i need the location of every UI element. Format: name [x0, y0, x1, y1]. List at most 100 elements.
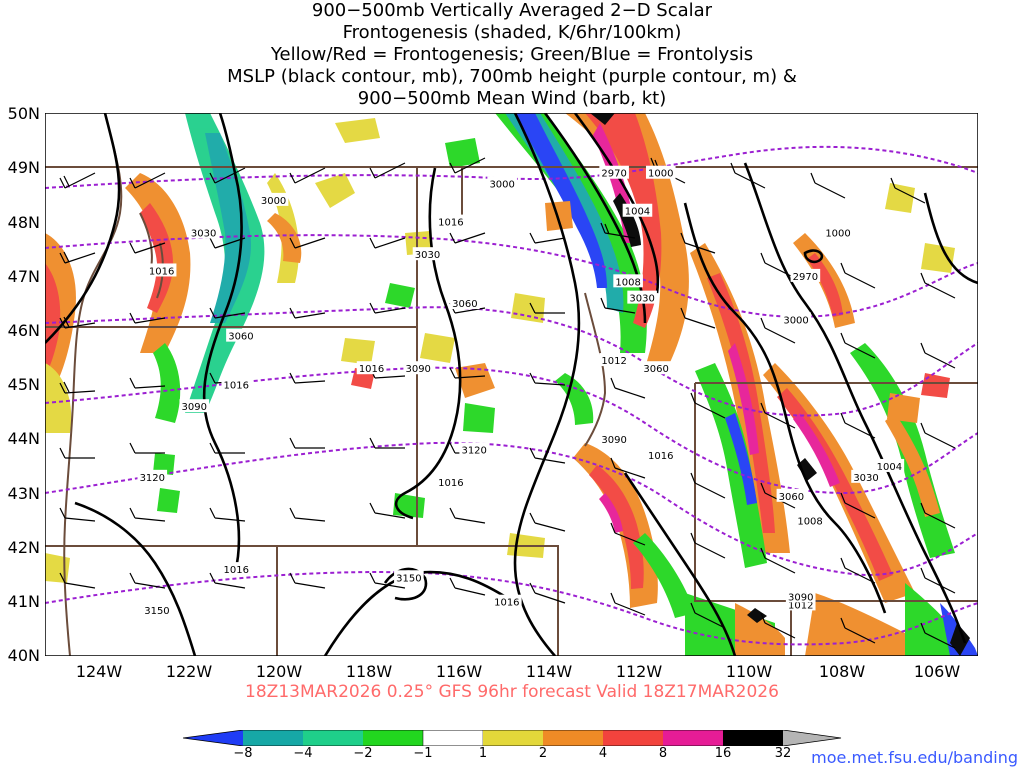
- colorbar-segment: [483, 730, 543, 746]
- mslp-label-background: [356, 361, 387, 375]
- lat-label: 43N: [7, 484, 40, 503]
- mslp-contour-label: 1016: [221, 377, 252, 392]
- frontogenesis-core: [590, 113, 615, 125]
- frontogenesis-area: [921, 373, 950, 398]
- height-label-text: 3000: [489, 180, 514, 191]
- height-contour-label: 3120: [137, 469, 168, 484]
- height-label-text: 3090: [601, 435, 626, 446]
- height-contour-label: 2970: [599, 165, 629, 180]
- height-label-background: [851, 469, 881, 483]
- height-label-background: [781, 312, 811, 326]
- height-contour-label: 3060: [776, 488, 807, 503]
- height-contour-label: 3060: [641, 361, 671, 375]
- mslp-label-background: [221, 377, 252, 391]
- frontogenesis-area: [455, 363, 495, 398]
- height-label-text: 2970: [793, 272, 818, 283]
- mslp-label-background: [492, 594, 522, 608]
- lat-label: 44N: [7, 429, 40, 448]
- frontogenesis-area: [45, 363, 72, 433]
- height-label-background: [599, 165, 629, 179]
- height-label-text: 3030: [629, 294, 654, 305]
- mslp-label-text: 1008: [797, 516, 822, 527]
- mslp-label-text: 1004: [877, 462, 902, 473]
- colorbar-segment: [183, 730, 243, 746]
- lon-label: 112W: [615, 662, 663, 681]
- frontogenesis-area: [885, 183, 915, 213]
- lon-label: 108W: [818, 662, 866, 681]
- colorbar: [183, 730, 842, 746]
- frontogenesis-area: [315, 173, 355, 208]
- frontolysis-area: [725, 413, 757, 505]
- frontogenesis-map: 1000 1004 1008 1012 1016 1016 1016 1016 1016 1016…: [45, 113, 978, 656]
- frontolysis-area: [385, 283, 415, 308]
- frontolysis-area: [495, 113, 647, 353]
- height-contour-label: 3090: [599, 431, 629, 446]
- height-contour-label: 3030: [851, 469, 881, 484]
- height-label-text: 2970: [601, 169, 626, 180]
- mslp-label-text: 1000: [825, 228, 850, 239]
- mslp-label-text: 1008: [615, 277, 640, 288]
- title-line-3: Yellow/Red = Frontogenesis; Green/Blue =…: [270, 44, 754, 65]
- frontogenesis-area: [545, 201, 573, 231]
- frontogenesis-area: [335, 118, 380, 143]
- mslp-contour-label: 1008: [613, 274, 643, 288]
- colorbar-segment: [303, 730, 363, 746]
- height-contour-label: 2970: [790, 268, 821, 283]
- colorbar-segment: [723, 730, 783, 746]
- frontogenesis-area: [728, 343, 759, 455]
- height-label-background: [226, 328, 256, 342]
- height-contour-label: 3090: [403, 361, 433, 375]
- mslp-label-text: 1012: [601, 356, 626, 367]
- height-label-background: [412, 247, 443, 261]
- colorbar-label: 16: [714, 746, 732, 761]
- frontogenesis-area: [793, 413, 840, 487]
- mslp-label-text: 1016: [438, 478, 463, 489]
- mslp-contour-label: 1004: [622, 203, 653, 218]
- height-contour-label: 3150: [394, 570, 424, 584]
- credit-link[interactable]: moe.met.fsu.edu/banding: [811, 748, 1018, 767]
- height-label-background: [790, 268, 821, 282]
- lat-label: 48N: [7, 213, 40, 232]
- mslp-label-background: [795, 513, 825, 527]
- mslp-contour-label: 1000: [823, 225, 853, 239]
- continental-divide: [584, 292, 607, 447]
- mslp-label-text: 1016: [149, 266, 174, 277]
- mslp-contour-label: 1016: [146, 263, 177, 277]
- frontolysis-area: [463, 403, 495, 433]
- state-borders: [45, 166, 978, 656]
- mslp-label-background: [146, 263, 177, 277]
- mslp-label-text: 1016: [224, 565, 249, 576]
- colorbar-segment: [422, 730, 484, 746]
- height-label-background: [776, 488, 807, 502]
- height-label-text: 3120: [461, 446, 486, 457]
- lon-label: 106W: [913, 662, 961, 681]
- mslp-contour-label: 1016: [436, 475, 466, 489]
- frontogenesis-area: [511, 293, 545, 323]
- height-label-background: [627, 290, 657, 304]
- lat-label: 41N: [7, 592, 40, 611]
- mslp-contour-label: 1008: [795, 513, 825, 527]
- height-label-background: [785, 589, 816, 603]
- height-label-text: 3120: [140, 473, 165, 484]
- mslp-label-text: 1016: [224, 381, 249, 392]
- contour-labels: 1000 1004 1008 1012 1016 1016 1016 1016 1016 1016…: [137, 165, 905, 617]
- colorbar-segment: [543, 730, 603, 746]
- colorbar-label: −2: [353, 746, 373, 761]
- frontolysis-area: [633, 533, 695, 618]
- frontogenesis-core: [613, 193, 641, 247]
- frontolysis-area: [555, 373, 594, 425]
- mslp-label-background: [645, 448, 676, 462]
- height-label-background: [394, 570, 424, 584]
- height-label-text: 3030: [415, 250, 440, 261]
- height-label-background: [599, 431, 629, 445]
- height-contour-label: 3090: [785, 589, 816, 603]
- title-line-4: MSLP (black contour, mb), 700mb height (…: [227, 66, 797, 87]
- frontogenesis-area: [420, 333, 455, 363]
- height-contour-label: 3030: [188, 225, 219, 239]
- lon-label: 116W: [435, 662, 483, 681]
- coastline: [63, 113, 607, 656]
- height-label-background: [258, 192, 289, 206]
- height-label-text: 3150: [396, 573, 421, 584]
- height-label-text: 3060: [452, 299, 477, 310]
- height-label-text: 3090: [182, 402, 207, 413]
